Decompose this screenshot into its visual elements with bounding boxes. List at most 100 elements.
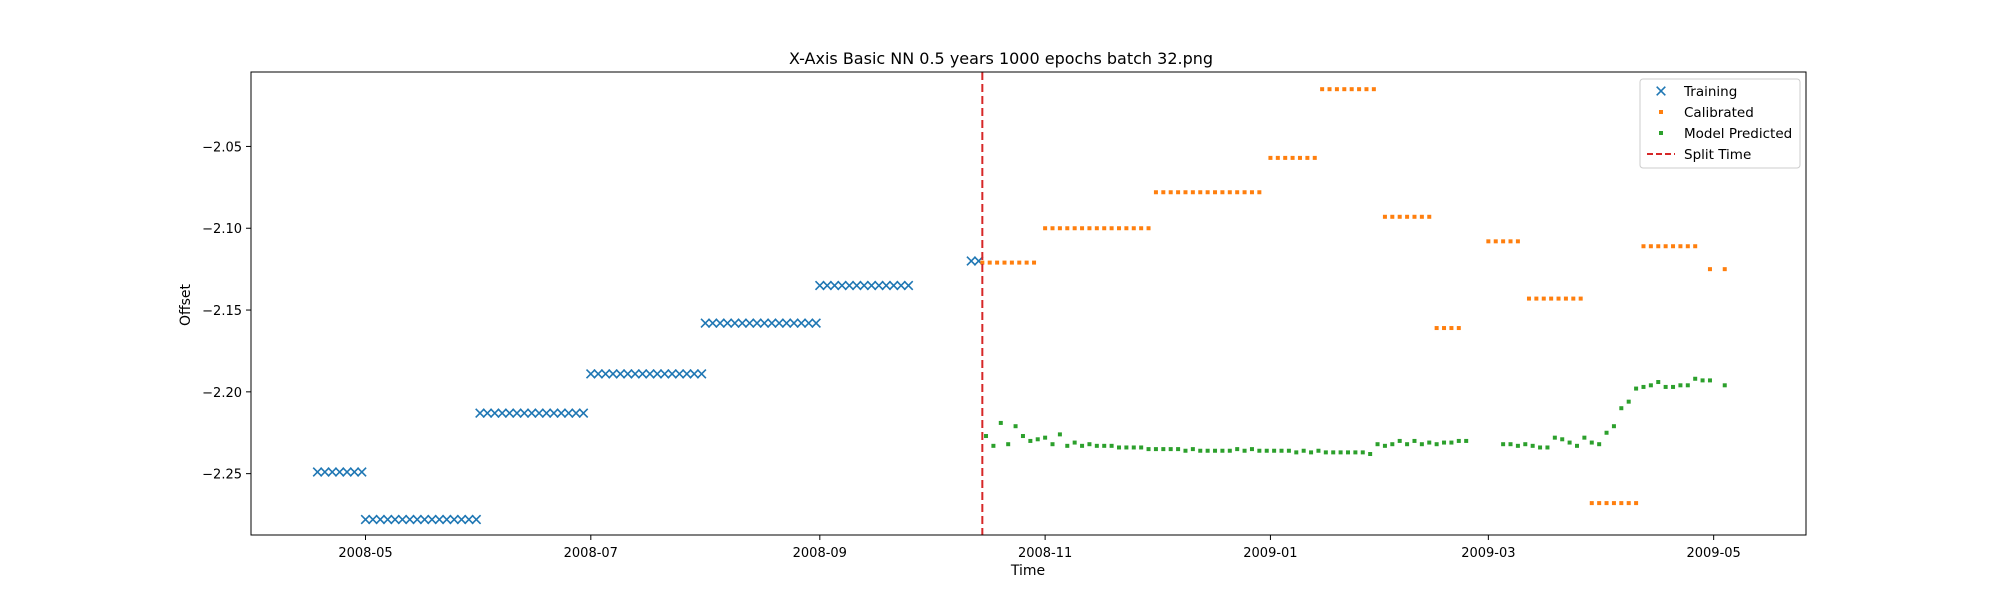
marker-stroke	[578, 408, 589, 418]
marker-stroke	[434, 514, 445, 525]
calibrated-point	[1275, 155, 1280, 160]
marker-stroke	[659, 368, 670, 379]
marker-stroke	[803, 318, 814, 328]
calibrated-point	[1571, 296, 1576, 301]
marker-stroke	[475, 408, 485, 418]
model-predicted-point	[1619, 406, 1624, 411]
marker-stroke	[837, 280, 847, 291]
marker-stroke	[593, 368, 604, 379]
training-point	[744, 318, 755, 328]
model-predicted-point	[1242, 448, 1247, 453]
marker-stroke	[375, 514, 386, 525]
training-point	[811, 318, 821, 328]
calibrated-point	[1634, 501, 1639, 506]
calibrated-point	[1656, 244, 1661, 249]
marker-stroke	[482, 408, 493, 418]
model-predicted-point	[1057, 432, 1062, 437]
calibrated-point	[1619, 501, 1624, 506]
calibrated-point	[1526, 296, 1531, 301]
training-point	[360, 514, 371, 525]
marker-stroke	[342, 467, 352, 477]
training-point	[667, 368, 677, 379]
legend-label-model-predicted: Model Predicted	[1684, 126, 1792, 142]
training-point	[397, 514, 408, 525]
model-predicted-point	[1124, 445, 1129, 450]
model-predicted-point	[1582, 435, 1587, 440]
marker-stroke	[814, 280, 825, 291]
model-predicted-point	[1235, 447, 1240, 452]
training-point	[578, 408, 589, 418]
y-axis: −2.25 −2.20 −2.15 −2.10 −2.05	[202, 140, 251, 483]
training-point	[441, 514, 452, 525]
calibrated-point	[1305, 155, 1310, 160]
training-point	[412, 514, 423, 525]
model-predicted-point	[984, 434, 989, 439]
model-predicted-point	[1390, 442, 1395, 447]
calibrated-point	[1227, 190, 1232, 195]
marker-stroke	[504, 408, 515, 418]
calibrated-point	[1131, 226, 1136, 231]
marker-stroke	[382, 514, 393, 525]
calibrated-point	[1312, 155, 1317, 160]
marker-stroke	[368, 514, 378, 525]
model-predicted-point	[1139, 445, 1144, 450]
training-point	[781, 318, 792, 328]
marker-stroke	[874, 280, 884, 291]
marker-stroke	[645, 368, 655, 379]
marker-stroke	[549, 408, 559, 418]
model-predicted-point	[1375, 442, 1380, 447]
marker-stroke	[652, 368, 663, 379]
training-point	[851, 280, 862, 291]
marker-stroke	[866, 280, 877, 291]
training-point	[585, 368, 596, 379]
calibrated-point	[1641, 244, 1646, 249]
model-predicted-point	[1360, 450, 1365, 455]
calibrated-point	[1124, 226, 1129, 231]
y-tick-label: −2.25	[202, 468, 242, 483]
model-predicted-point	[1072, 440, 1077, 445]
training-point	[881, 280, 892, 291]
marker-stroke	[615, 368, 626, 379]
model-predicted-point	[1419, 442, 1424, 447]
training-point	[512, 408, 522, 418]
marker-stroke	[456, 514, 467, 525]
model-predicted-point	[1050, 442, 1055, 447]
calibrated-point	[1349, 87, 1354, 92]
calibrated-point	[1146, 226, 1151, 231]
calibrated-point	[1563, 296, 1568, 301]
training-point	[774, 318, 785, 328]
marker-stroke	[600, 368, 611, 379]
model-predicted-point	[1094, 443, 1099, 448]
model-predicted-point	[1449, 440, 1454, 445]
training-point	[320, 467, 330, 477]
legend-box	[1639, 78, 1801, 169]
model-predicted-point	[1043, 435, 1048, 440]
training-point	[645, 368, 655, 379]
model-predicted-point	[1397, 438, 1402, 443]
marker-stroke	[674, 368, 685, 379]
training-point	[622, 368, 633, 379]
calibrated-point	[1320, 87, 1325, 92]
model-predicted-point	[1412, 438, 1417, 443]
model-predicted-point	[1427, 440, 1432, 445]
calibrated-point	[1235, 190, 1240, 195]
model-predicted-point	[1405, 442, 1410, 447]
legend-marker-training	[1656, 86, 1666, 96]
model-predicted-point	[1020, 434, 1025, 439]
marker-stroke	[859, 280, 870, 291]
model-predicted-point	[1006, 442, 1011, 447]
model-predicted-point	[1368, 452, 1373, 457]
training-point	[556, 408, 567, 418]
training-point	[766, 318, 777, 328]
calibrated-point	[1382, 214, 1387, 219]
calibrated-point	[1024, 260, 1029, 265]
plot-area	[312, 72, 1727, 535]
calibrated-point	[1080, 226, 1085, 231]
calibrated-point	[1050, 226, 1055, 231]
marker-stroke	[781, 318, 792, 328]
marker-stroke	[585, 368, 596, 379]
model-predicted-point	[1286, 448, 1291, 453]
training-point	[482, 408, 493, 418]
calibrated-point	[1297, 155, 1302, 160]
calibrated-point	[1334, 87, 1339, 92]
